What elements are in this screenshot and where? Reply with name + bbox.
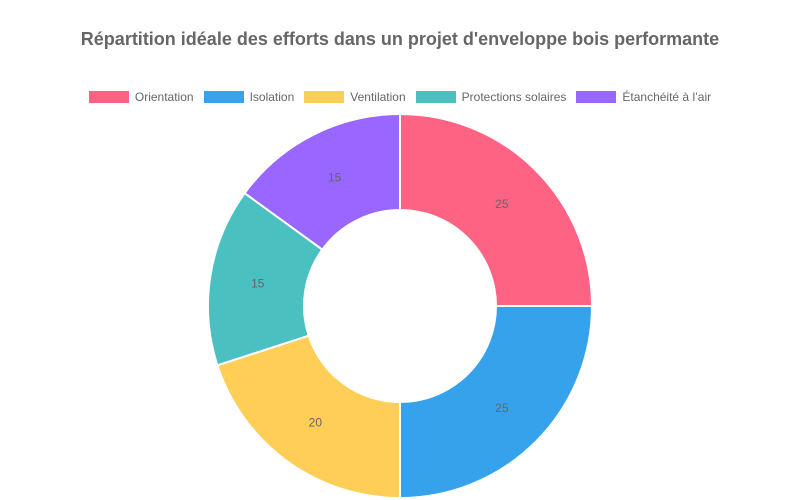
legend-swatch-isolation — [203, 91, 244, 103]
legend-item-etancheite-air[interactable]: Étanchéité à l’air — [576, 90, 711, 104]
legend-swatch-etancheite-air — [576, 91, 617, 103]
slice-value-label: 20 — [309, 415, 323, 429]
doughnut-slices — [207, 112, 594, 500]
legend-label: Isolation — [249, 90, 295, 104]
slice-orientation[interactable] — [399, 112, 594, 307]
slice-ventilation[interactable] — [216, 334, 401, 500]
legend-item-orientation[interactable]: Orientation — [88, 90, 194, 104]
legend-swatch-orientation — [88, 91, 129, 103]
legend-label: Protections solaires — [461, 90, 567, 104]
legend-swatch-ventilation — [304, 91, 345, 103]
legend-item-ventilation[interactable]: Ventilation — [304, 90, 406, 104]
slice-value-label: 25 — [495, 401, 509, 415]
slice--tanch-it-l-air[interactable] — [243, 112, 401, 251]
chart-legend: Orientation Isolation Ventilation Protec… — [0, 90, 800, 104]
slice-value-label: 25 — [495, 197, 509, 211]
slice-value-label: 15 — [328, 171, 342, 185]
slice-isolation[interactable] — [399, 305, 594, 500]
legend-label: Orientation — [134, 90, 194, 104]
doughnut-value-labels: 25 25 20 15 15 — [251, 171, 509, 430]
legend-item-isolation[interactable]: Isolation — [203, 90, 295, 104]
slice-value-label: 15 — [251, 276, 265, 290]
legend-label: Ventilation — [350, 90, 406, 104]
chart-title: Répartition idéale des efforts dans un p… — [80, 29, 720, 49]
legend-swatch-protections-solaires — [415, 91, 456, 103]
legend-item-protections-solaires[interactable]: Protections solaires — [415, 90, 567, 104]
legend-label: Étanchéité à l’air — [622, 90, 712, 104]
